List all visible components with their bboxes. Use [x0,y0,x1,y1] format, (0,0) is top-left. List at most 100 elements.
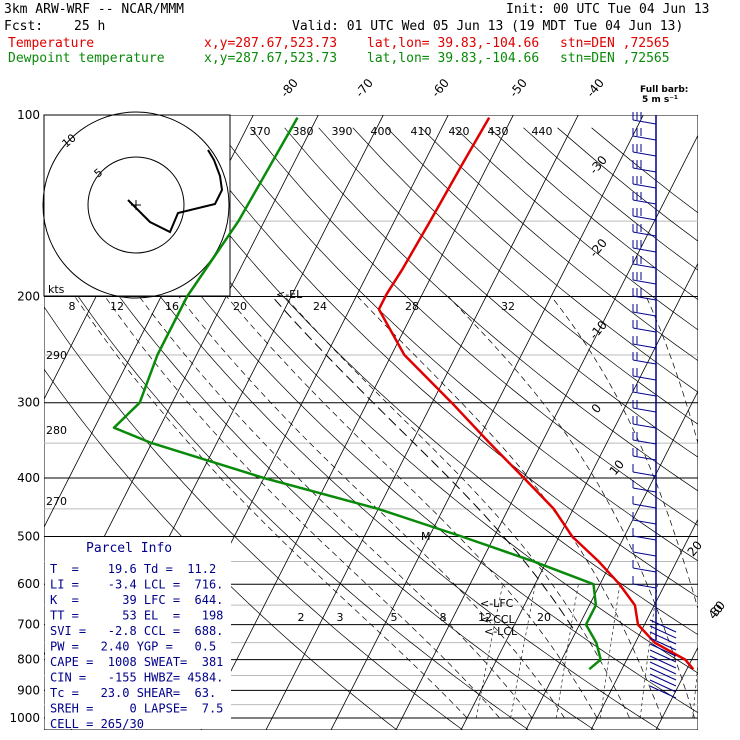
latlon-red: lat,lon= 39.83,-104.66 [367,36,540,51]
mixing-ratio-label: 12 [478,611,492,624]
parcel-info-row: SVI = -2.8 CCL = 688. [50,624,223,638]
moist-adiabat [104,296,500,719]
wind-barb [632,336,657,349]
isotherm-label: -40 [584,76,607,100]
dry-adiabat [45,127,661,730]
theta-label: 430 [488,125,509,138]
latlon-green: lat,lon= 39.83,-104.66 [367,51,540,66]
parcel-info-title: Parcel Info [86,541,172,556]
wind-barb [632,208,657,221]
wind-barb-staff [632,167,657,173]
wind-barb [632,304,657,317]
wind-barb-staff [632,519,657,525]
hodograph: 510 [42,111,231,299]
parcel-info-row: TT = 53 EL = 198 [50,609,223,623]
dry-adiabat [181,127,698,598]
hodo-speed-label: 20 [233,300,247,313]
wind-barb-staff [649,631,677,645]
moist-adiabat [74,296,468,719]
parcel-path [271,296,574,629]
forecast-value: 25 h [74,19,106,34]
wind-barb [632,528,657,541]
parcel-info-row: LI = -3.4 LCL = 716. [50,578,223,592]
valid-time: Valid: 01 UTC Wed 05 Jun 13 (19 MDT Tue … [292,19,684,34]
dry-adiabat [113,127,698,674]
hodo-speed-label: 12 [110,300,124,313]
wind-barb [632,240,657,253]
hodo-speed-label: 16 [165,300,179,313]
hodo-speed-label: 8 [69,300,76,313]
wind-barbs [632,112,677,699]
wind-barb [632,160,657,173]
pressure-tick-label: 700 [17,618,40,632]
wind-barb [632,448,657,461]
pressure-tick-label: 200 [17,290,40,304]
wind-barb-staff [632,215,657,221]
isotherm-line [460,262,698,730]
isotherm-line [721,87,740,730]
wind-barb [632,224,657,237]
isotherm-label: -70 [353,76,376,100]
wind-barb [632,144,657,157]
moist-adiabat [284,296,630,719]
wind-barb-staff [632,135,657,141]
xy-coords-green: x,y=287.67,523.73 [204,51,338,66]
lcl-marker: <-LCL [484,625,518,638]
theta-label: 370 [250,125,271,138]
isotherm-label: -50 [507,76,530,100]
lfc-marker: <-LFC [480,597,514,610]
pressure-tick-label: 300 [17,396,40,410]
parcel-info-row: SREH = 0 LAPSE= 7.5 [50,702,223,716]
dry-adiabat [250,127,698,526]
wind-barb [632,464,657,477]
dry-adiabat [147,127,698,636]
wind-barb-staff [649,655,677,669]
parcel-info-row: CAPE = 1008 SWEAT= 381 [50,655,223,669]
wind-barb [632,320,657,333]
wind-barb-staff [632,567,657,573]
wind-barb-staff [632,503,657,509]
isotherm-label: -10 [587,318,610,342]
wind-barb [632,128,657,141]
hodo-ring-inner [87,156,185,254]
hodo-speed-label: 32 [501,300,515,313]
wind-barb-staff [632,551,657,557]
pressure-tick-label: 400 [17,471,40,485]
wind-barb-staff [632,583,657,589]
theta-label: 440 [532,125,553,138]
isotherm-line [0,87,7,730]
moist-adiabat [551,296,698,611]
mixing-ratio-label: 3 [337,611,344,624]
parcel-info-row: Tc = 23.0 SHEAR= 63. [50,686,216,700]
hodo-trace [127,149,224,234]
ccl-marker: <-CCL [480,613,516,626]
isotherm-label: -80 [278,76,301,100]
mixing-ratio-label: 20 [537,611,551,624]
el-marker: <-EL [276,288,303,301]
parcel-info-row: CELL = 265/30 [50,717,144,731]
pressure-tick-label: 1000 [9,711,40,725]
wind-barb-staff [632,487,657,493]
wind-barb-staff [632,455,657,461]
wind-barb-staff [632,183,657,189]
mixing-ratio-label: 2 [298,611,305,624]
wind-barb [632,496,657,509]
full-barb-unit: 5 m s⁻¹ [642,95,678,105]
wind-barb-staff [632,471,657,477]
wind-barb [632,256,657,269]
isotherm-label: -30 [587,153,610,177]
wind-barb [632,400,657,413]
temperature-profile [377,116,695,671]
wind-barb [632,544,657,557]
dry-adiabat [44,244,530,730]
pressure-tick-label: 600 [17,577,40,591]
hodo-unit-label: kts [48,283,65,296]
parcel-info-background [45,537,231,729]
wind-barb [632,384,657,397]
wind-barb-staff [632,327,657,333]
wind-barb-staff [632,423,657,429]
moist-adiabat [357,296,663,719]
mixing-ratio-label: 5 [391,611,398,624]
wind-barb-staff [632,311,657,317]
